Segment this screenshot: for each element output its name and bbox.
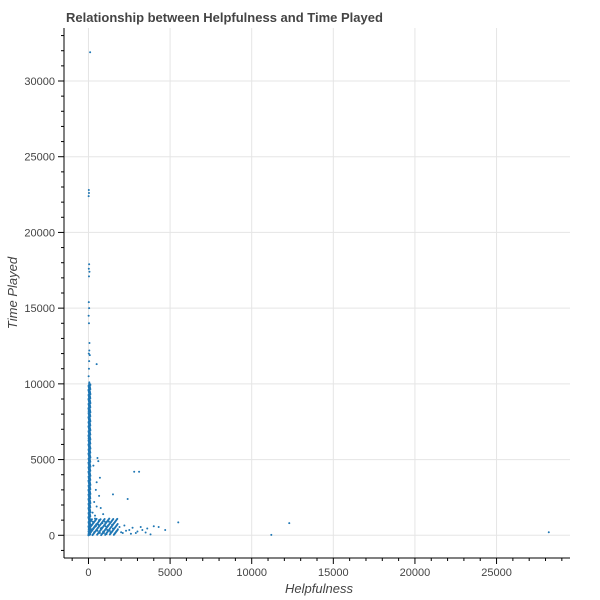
scatter-point (88, 381, 91, 384)
scatter-point (97, 460, 100, 463)
scatter-point (157, 525, 160, 528)
scatter-point (108, 517, 111, 520)
scatter-point (91, 511, 94, 514)
scatter-point (103, 518, 106, 521)
scatter-point (125, 529, 128, 532)
scatter-point (88, 263, 91, 266)
scatter-point (90, 518, 93, 521)
scatter-point (139, 525, 142, 528)
scatter-point (87, 301, 90, 304)
scatter-point (126, 497, 129, 500)
scatter-point (87, 189, 90, 192)
scatter-point (88, 382, 91, 385)
scatter-point (164, 528, 167, 531)
scatter-point (116, 523, 119, 526)
y-tick-label: 0 (49, 530, 55, 542)
scatter-point (87, 267, 90, 270)
scatter-point (144, 531, 147, 534)
scatter-point (547, 531, 550, 534)
scatter-point (96, 457, 99, 460)
scatter-point (270, 533, 273, 536)
y-tick-label: 10000 (24, 379, 55, 391)
scatter-point (98, 494, 101, 497)
grid (64, 28, 570, 558)
scatter-point (95, 523, 98, 526)
scatter-point (111, 493, 114, 496)
scatter-point (136, 530, 139, 533)
y-tick-label: 20000 (24, 227, 55, 239)
scatter-point (87, 314, 90, 317)
scatter-point (146, 527, 149, 530)
chart-title: Relationship between Helpfulness and Tim… (66, 10, 383, 25)
data-points (87, 51, 550, 537)
x-axis-ticks: 0 5000 10000 15000 20000 25000 (71, 558, 563, 579)
y-axis-ticks: 0 5000 10000 15000 20000 25000 30000 (24, 35, 64, 551)
scatter-point (129, 532, 132, 535)
scatter-point (88, 349, 91, 352)
scatter-point (88, 354, 91, 357)
scatter-point (99, 507, 102, 510)
x-tick-label: 15000 (318, 567, 349, 579)
scatter-point (177, 521, 180, 524)
scatter-point (116, 517, 119, 520)
scatter-point (88, 270, 91, 273)
scatter-point (87, 322, 90, 325)
scatter-point (118, 525, 121, 528)
scatter-point (87, 367, 90, 370)
scatter-point (149, 533, 152, 536)
scatter-point (138, 470, 141, 473)
scatter-point (94, 514, 97, 517)
scatter-point (88, 307, 91, 310)
x-tick-label: 10000 (236, 567, 267, 579)
scatter-point (131, 526, 134, 529)
scatter-point (133, 470, 136, 473)
scatter-point (88, 360, 91, 363)
scatter-point (95, 481, 98, 484)
y-axis-label: Time Played (5, 256, 20, 329)
scatter-point (87, 375, 90, 378)
x-tick-label: 25000 (481, 567, 512, 579)
y-tick-label: 15000 (24, 303, 55, 315)
scatter-point (95, 363, 98, 366)
scatter-point (95, 517, 98, 520)
scatter-point (288, 522, 291, 525)
scatter-point (102, 513, 105, 516)
scatter-point (134, 532, 137, 535)
scatter-point (152, 525, 155, 528)
scatter-point (88, 341, 91, 344)
x-axis-label: Helpfulness (285, 581, 353, 596)
scatter-point (92, 464, 95, 467)
x-tick-label: 5000 (158, 567, 182, 579)
scatter-point (94, 488, 97, 491)
scatter-point (116, 529, 119, 532)
scatter-point (87, 275, 90, 278)
scatter-point (95, 505, 98, 508)
scatter-point (112, 518, 115, 521)
y-tick-label: 5000 (31, 455, 55, 467)
scatter-point (87, 192, 90, 195)
scatter-point (123, 524, 126, 527)
y-tick-label: 30000 (24, 76, 55, 88)
scatter-point (141, 528, 144, 531)
scatter-point (93, 500, 96, 503)
scatter-point (87, 352, 90, 355)
scatter-point (128, 528, 131, 531)
scatter-point (99, 518, 102, 521)
y-tick-label: 25000 (24, 152, 55, 164)
x-tick-label: 0 (85, 567, 91, 579)
scatter-point (103, 520, 106, 523)
scatter-point (98, 476, 101, 479)
scatter-point (89, 51, 92, 54)
scatter-point (121, 532, 124, 535)
scatter-point (87, 195, 90, 198)
scatter-point (120, 531, 123, 534)
x-tick-label: 20000 (400, 567, 431, 579)
